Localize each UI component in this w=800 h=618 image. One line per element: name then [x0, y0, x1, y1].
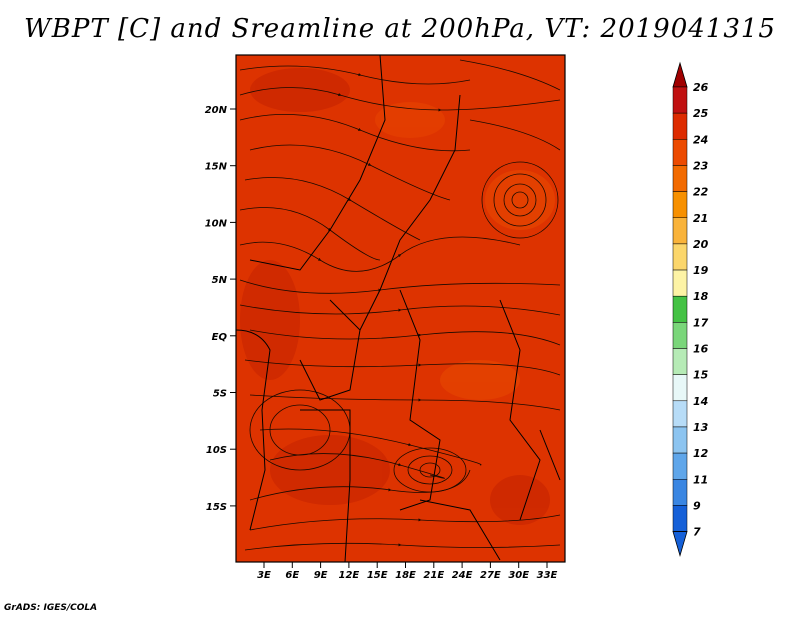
colorbar-label: 24	[693, 133, 708, 146]
colorbar-segment	[672, 269, 688, 297]
lon-label: 27E	[480, 570, 501, 581]
lat-label: 20N	[205, 105, 228, 116]
colorbar-segment	[672, 139, 688, 166]
lat-label: 5S	[213, 389, 227, 400]
colorbar-label: 17	[693, 316, 709, 329]
lon-label: 24E	[452, 570, 473, 581]
colorbar-segment	[672, 479, 688, 506]
colorbar-label: 22	[693, 186, 709, 199]
lon-label: 9E	[314, 570, 328, 581]
colorbar-label: 13	[693, 421, 709, 434]
colorbar-label: 21	[693, 212, 708, 225]
lon-label: 30E	[508, 570, 529, 581]
lat-label: 15S	[206, 502, 227, 513]
colorbar-label: 9	[693, 499, 701, 512]
colorbar-segment	[672, 86, 688, 114]
colorbar-label: 12	[693, 447, 709, 460]
lon-label: 3E	[257, 570, 271, 581]
streamlines	[239, 59, 561, 551]
colorbar-top-arrow	[672, 61, 688, 88]
footer-credit: GrADS: IGES/COLA	[4, 603, 98, 613]
colorbar-segment	[672, 400, 688, 428]
colorbar-label: 15	[693, 369, 709, 382]
colorbar-label: 14	[693, 395, 708, 408]
lat-label: EQ	[212, 332, 228, 343]
colorbar-segment	[672, 112, 688, 140]
field-shading	[240, 68, 555, 525]
lon-label: 15E	[367, 570, 388, 581]
colorbar-segment	[672, 217, 688, 245]
chart-title: WBPT [C] and Sreamline at 200hPa, VT: 20…	[24, 14, 776, 44]
colorbar-label: 11	[693, 473, 708, 486]
lat-label: 10N	[205, 218, 228, 229]
lat-label: 5N	[212, 275, 228, 286]
country-borders	[235, 54, 561, 563]
map-panel	[235, 54, 566, 563]
lon-label: 6E	[285, 570, 299, 581]
colorbar-label: 26	[693, 81, 709, 94]
colorbar-label: 16	[693, 343, 709, 356]
colorbar-segment	[672, 243, 688, 271]
colorbar-label: 25	[693, 107, 709, 120]
lat-label: 15N	[205, 162, 228, 173]
vortex-north	[481, 161, 559, 239]
colorbar-segment	[672, 165, 688, 192]
latitude-axis: 20N 15N 10N 5N EQ 5S 10S 15S	[205, 105, 236, 513]
lat-label: 10S	[206, 445, 227, 456]
colorbar-label: 23	[693, 159, 709, 172]
colorbar-segment	[672, 322, 688, 349]
colorbar-label: 7	[693, 526, 701, 539]
colorbar-segment	[672, 374, 688, 402]
lon-label: 12E	[339, 570, 360, 581]
colorbar-label: 20	[693, 238, 709, 251]
lon-label: 18E	[395, 570, 416, 581]
colorbar-segment	[672, 505, 688, 532]
colorbar-segment	[672, 295, 688, 323]
colorbar-segment	[672, 452, 688, 480]
colorbar-segment	[672, 348, 688, 375]
map-frame	[235, 54, 566, 563]
colorbar-segment	[672, 191, 688, 219]
colorbar-label: 19	[693, 264, 709, 277]
colorbar-bottom-arrow	[672, 531, 688, 557]
colorbar-segment	[672, 426, 688, 454]
lon-label: 33E	[537, 570, 558, 581]
lon-label: 21E	[423, 570, 444, 581]
colorbar: 26 25 24 23 22 21 20 19 18 17 16 15 14 13 12 11 9 7	[672, 61, 709, 557]
longitude-axis: 3E 6E 9E 12E 15E 18E 21E 24E 27E 30E 33E	[257, 562, 558, 581]
colorbar-label: 18	[693, 290, 709, 303]
